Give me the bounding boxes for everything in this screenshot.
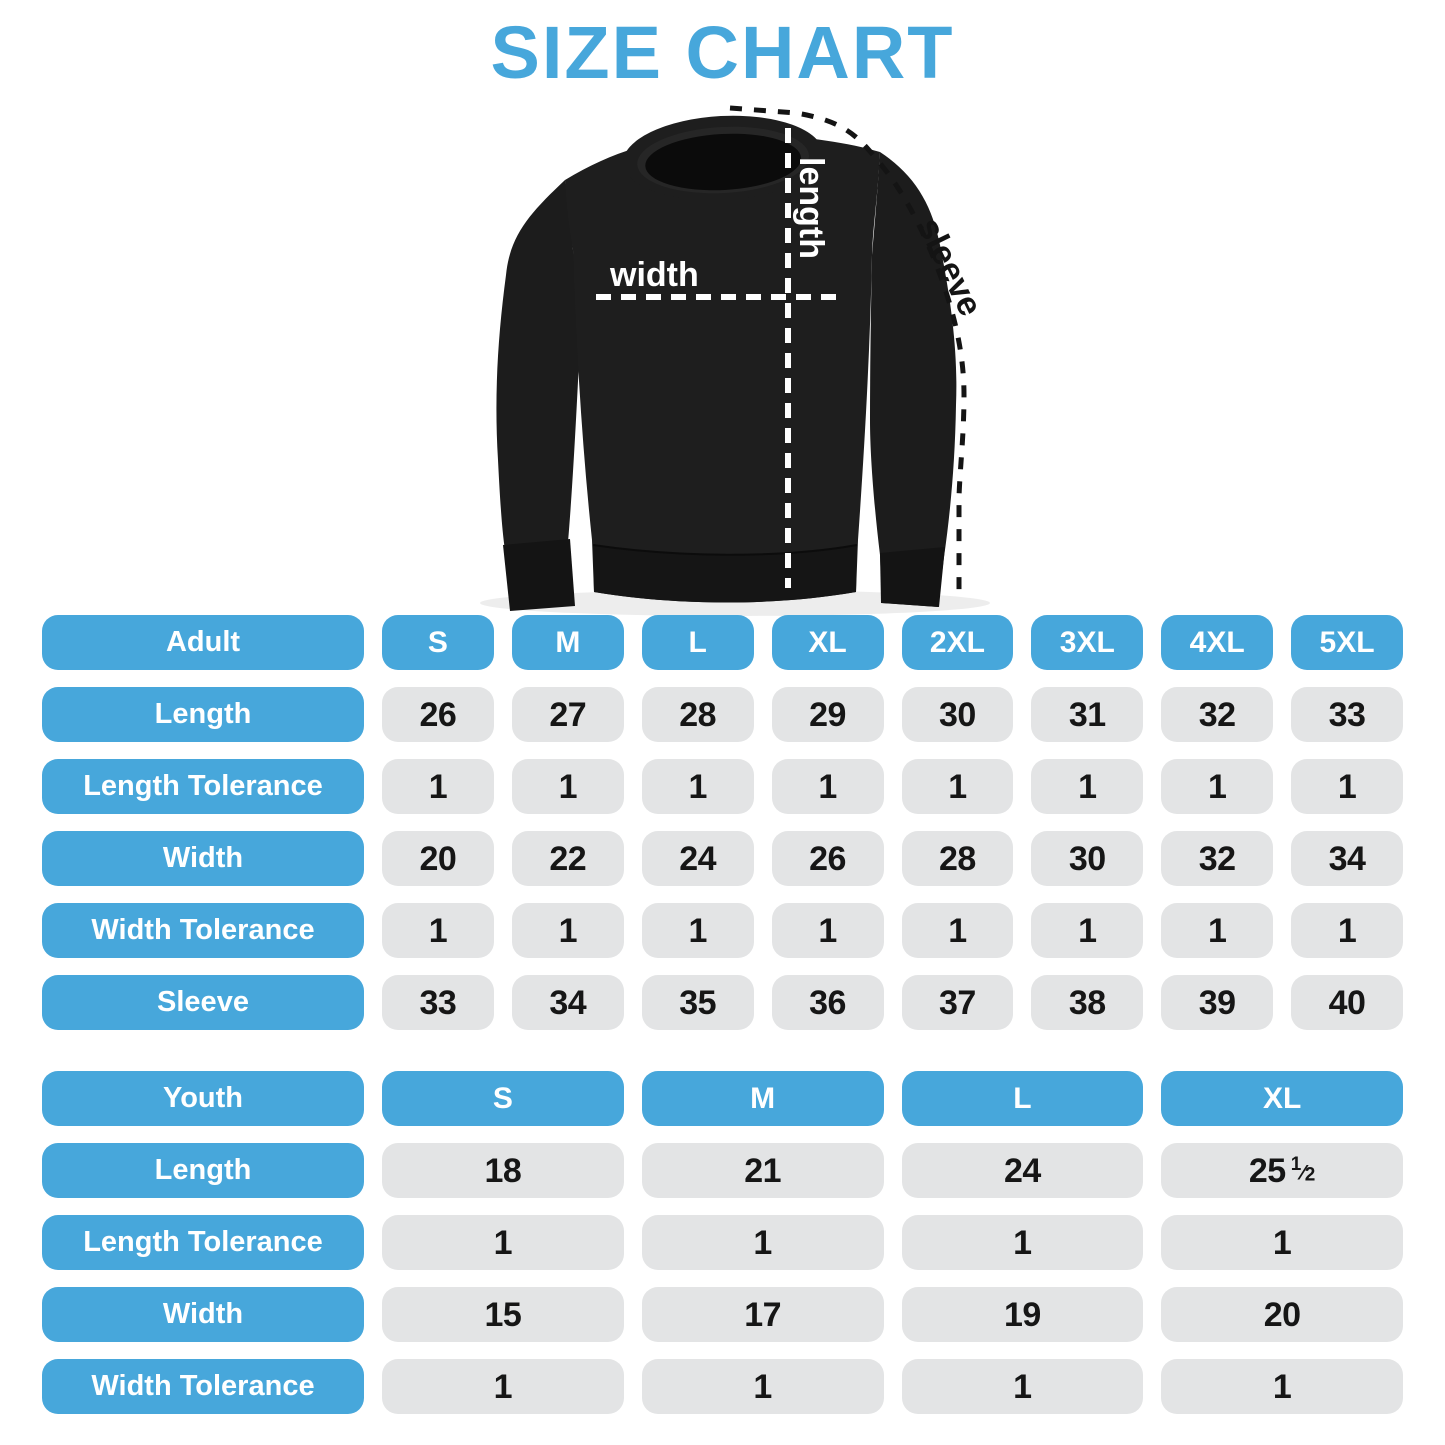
value-cell: 1 (511, 759, 624, 814)
right-sleeve (870, 152, 957, 607)
value-cell: 28 (641, 687, 754, 742)
value-cell: 1 (1291, 759, 1403, 814)
value-cell: 30 (901, 687, 1014, 742)
value-cell: 25 1⁄2 (1161, 1143, 1403, 1198)
sleeve-measure-line (729, 105, 967, 598)
value-cell: 30 (1031, 831, 1144, 886)
table-group-header: Youth (42, 1071, 364, 1126)
value-cell: 38 (1031, 975, 1144, 1030)
value-cell: 39 (1161, 975, 1274, 1030)
sweatshirt-graphic: width length sleeve (480, 105, 990, 616)
value-cell: 26 (382, 687, 494, 742)
sweatshirt-diagram: width length sleeve (410, 95, 1070, 625)
value-cell: 1 (641, 1359, 884, 1414)
value-cell: 29 (771, 687, 884, 742)
row-label: Sleeve (42, 975, 364, 1030)
column-header-xl: XL (1161, 1071, 1403, 1126)
value-cell: 1 (771, 903, 884, 958)
value-cell: 26 (771, 831, 884, 886)
value-cell: 1 (1161, 759, 1274, 814)
value-cell: 15 (382, 1287, 624, 1342)
column-header-l: L (641, 615, 754, 670)
value-cell: 31 (1031, 687, 1144, 742)
value-cell: 37 (901, 975, 1014, 1030)
value-cell: 1 (901, 759, 1014, 814)
value-cell: 33 (382, 975, 494, 1030)
value-cell: 32 (1161, 687, 1274, 742)
column-header-2xl: 2XL (901, 615, 1014, 670)
column-header-3xl: 3XL (1031, 615, 1144, 670)
collar (623, 115, 823, 201)
row-label: Length Tolerance (42, 759, 364, 814)
table-group-header: Adult (42, 615, 364, 670)
value-cell: 34 (511, 975, 624, 1030)
left-cuff (503, 539, 575, 611)
value-cell: 24 (641, 831, 754, 886)
column-header-5xl: 5XL (1291, 615, 1403, 670)
value-cell: 32 (1161, 831, 1274, 886)
value-cell: 20 (382, 831, 494, 886)
value-cell: 21 (641, 1143, 884, 1198)
value-cell: 1 (641, 903, 754, 958)
value-cell: 1 (1161, 1215, 1403, 1270)
row-label: Width (42, 1287, 364, 1342)
row-label: Width Tolerance (42, 903, 364, 958)
right-cuff (880, 547, 945, 607)
value-cell: 27 (511, 687, 624, 742)
value-cell: 20 (1161, 1287, 1403, 1342)
value-cell: 28 (901, 831, 1014, 886)
value-cell: 1 (771, 759, 884, 814)
column-header-xl: XL (771, 615, 884, 670)
value-cell: 1 (382, 759, 494, 814)
garment-shadow (480, 590, 990, 616)
row-label: Length Tolerance (42, 1215, 364, 1270)
value-cell: 18 (382, 1143, 624, 1198)
left-sleeve (496, 180, 580, 608)
value-cell: 33 (1291, 687, 1403, 742)
value-cell: 1 (1031, 903, 1144, 958)
value-cell: 1 (511, 903, 624, 958)
torso (565, 134, 880, 603)
value-cell: 35 (641, 975, 754, 1030)
value-cell: 1 (641, 1215, 884, 1270)
column-header-m: M (511, 615, 624, 670)
row-label: Width (42, 831, 364, 886)
column-header-l: L (901, 1071, 1144, 1126)
value-cell: 1 (382, 1215, 624, 1270)
youth-size-table: Youth S M L XL Length 18 21 24 25 1⁄2 Length Tolera… (42, 1071, 1403, 1414)
value-cell: 1 (382, 1359, 624, 1414)
value-cell: 1 (1161, 903, 1274, 958)
value-cell: 1 (901, 1215, 1144, 1270)
value-cell: 36 (771, 975, 884, 1030)
column-header-s: S (382, 1071, 624, 1126)
row-label: Length (42, 687, 364, 742)
column-header-4xl: 4XL (1161, 615, 1274, 670)
value-cell: 34 (1291, 831, 1403, 886)
waistband-seam (592, 544, 858, 556)
value-cell: 24 (901, 1143, 1144, 1198)
column-header-m: M (641, 1071, 884, 1126)
column-header-s: S (382, 615, 494, 670)
value-cell: 1 (1161, 1359, 1403, 1414)
value-cell: 1 (901, 1359, 1144, 1414)
adult-size-table: Adult S M L XL 2XL 3XL 4XL 5XL Length 26 27 28 29 30 31… (42, 615, 1403, 1030)
value-cell: 40 (1291, 975, 1403, 1030)
value-cell: 1 (901, 903, 1014, 958)
length-label: length (792, 157, 830, 259)
row-label: Length (42, 1143, 364, 1198)
value-cell: 1 (641, 759, 754, 814)
row-label: Width Tolerance (42, 1359, 364, 1414)
value-cell: 1 (1291, 903, 1403, 958)
width-label: width (609, 256, 699, 294)
value-cell: 1 (382, 903, 494, 958)
value-cell: 17 (641, 1287, 884, 1342)
page-title: SIZE CHART (490, 11, 955, 94)
value-cell: 19 (901, 1287, 1144, 1342)
value-cell: 22 (511, 831, 624, 886)
value-cell: 1 (1031, 759, 1144, 814)
